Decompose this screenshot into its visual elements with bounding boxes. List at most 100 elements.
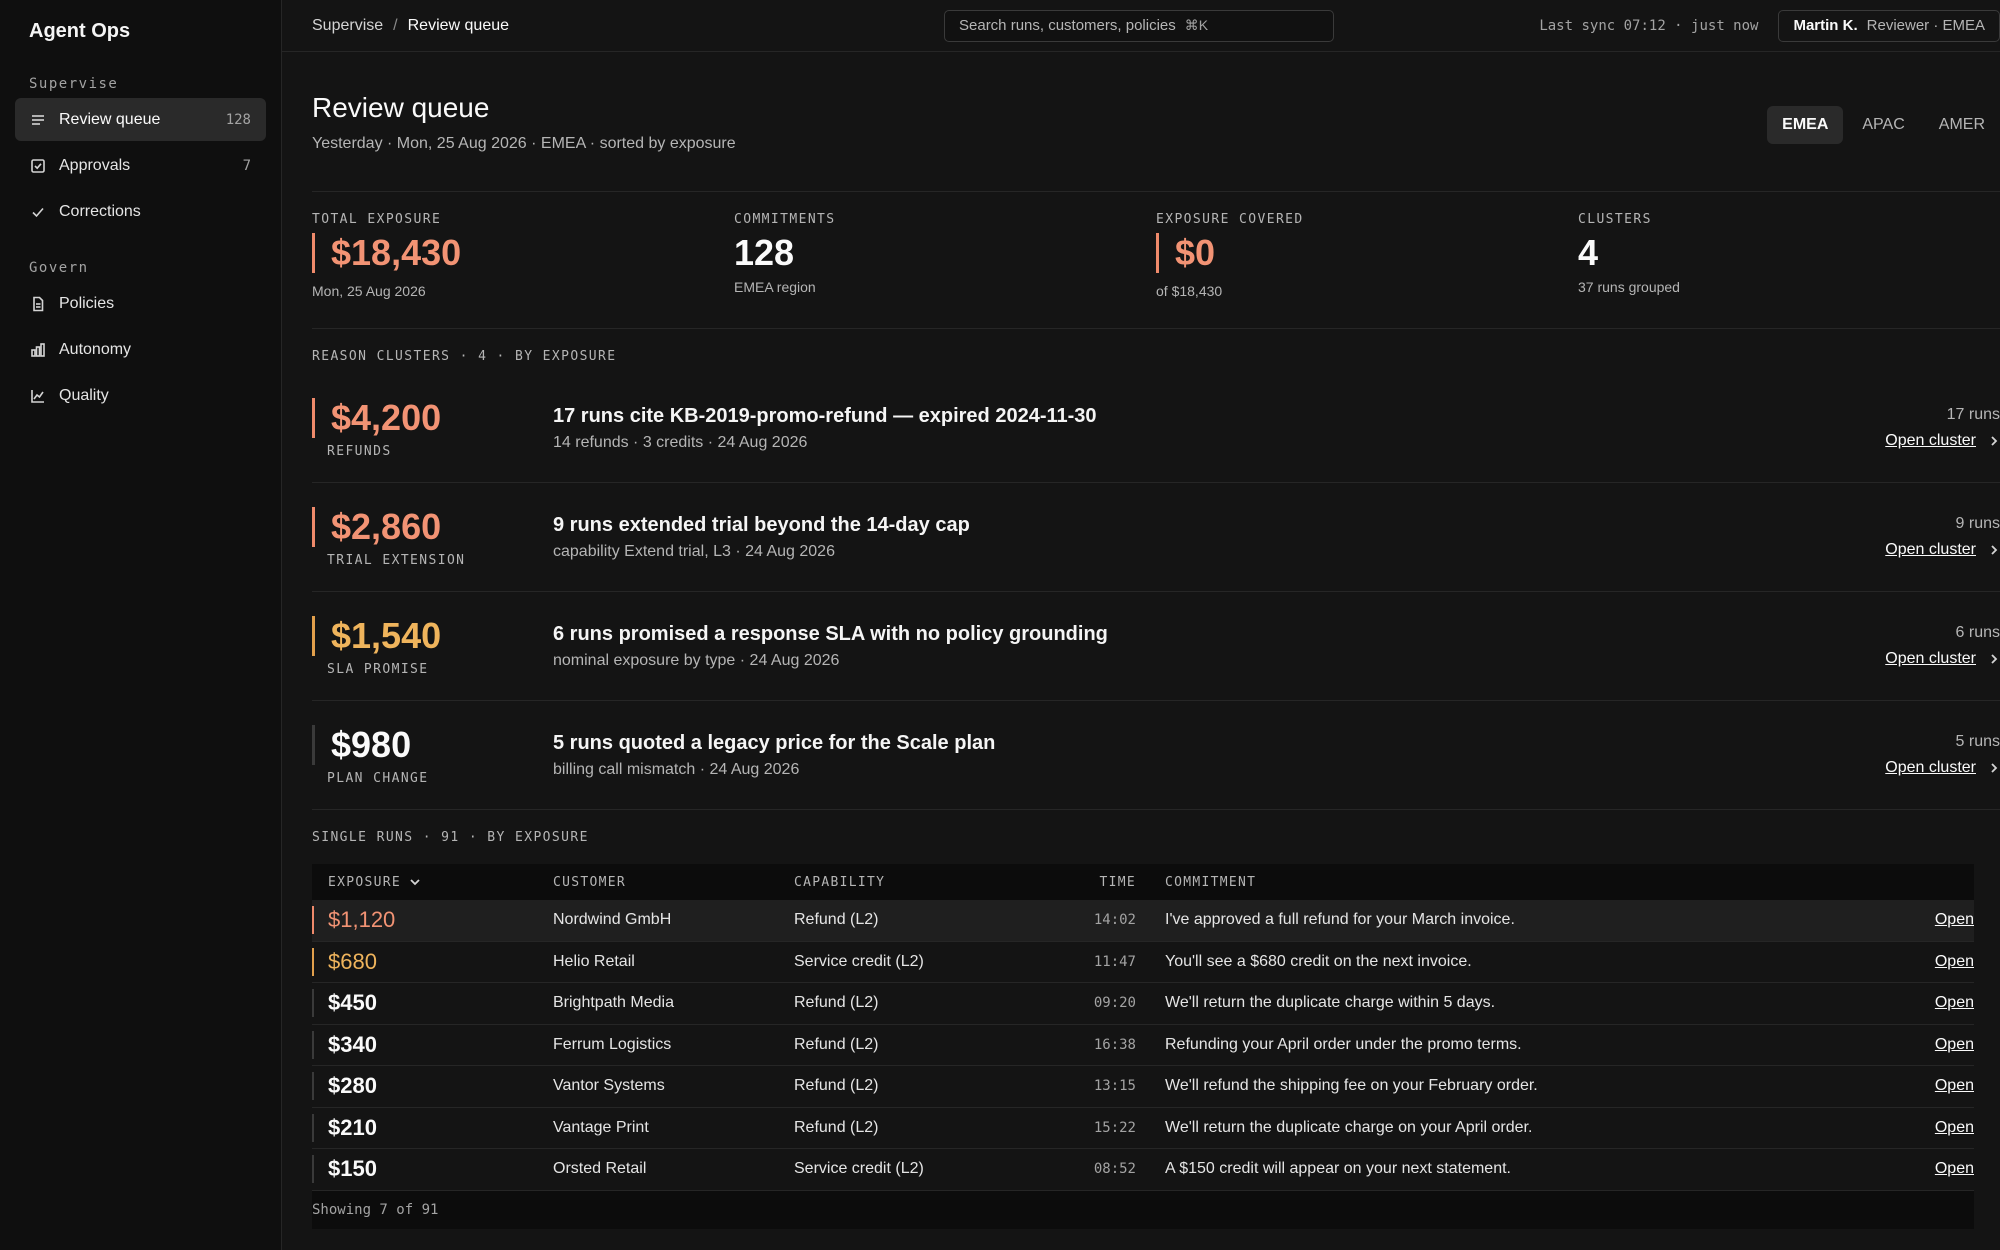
chevron-right-icon	[1991, 763, 1998, 773]
single-runs-section-label: SINGLE RUNS · 91 · BY EXPOSURE	[312, 830, 589, 845]
row-time: 16:38	[1093, 1036, 1136, 1053]
sidebar-item-autonomy[interactable]: Autonomy	[15, 328, 266, 371]
cluster-title: 5 runs quoted a legacy price for the Sca…	[553, 731, 996, 754]
open-cluster-link[interactable]: Open cluster	[1885, 650, 2000, 668]
breadcrumb: Supervise / Review queue	[312, 17, 944, 35]
row-capability: Refund (L2)	[794, 1118, 879, 1136]
open-cluster-link[interactable]: Open cluster	[1885, 759, 2000, 777]
row-customer: Helio Retail	[553, 952, 635, 970]
cluster-tag: REFUNDS	[327, 443, 392, 459]
table-row[interactable]: $150 Orsted Retail Service credit (L2) 0…	[312, 1149, 1974, 1191]
open-run-link[interactable]: Open	[1934, 1160, 1974, 1178]
user-menu[interactable]: Martin K. Reviewer · EMEA	[1778, 9, 2000, 42]
table-row[interactable]: $340 Ferrum Logistics Refund (L2) 16:38 …	[312, 1025, 1974, 1066]
row-time: 11:47	[1093, 953, 1136, 970]
cluster-amount: $980	[312, 724, 553, 765]
row-commitment: We'll refund the shipping fee on your Fe…	[1165, 1077, 1538, 1095]
cluster-tag: PLAN CHANGE	[327, 770, 429, 786]
cluster-row: $2,860 TRIAL EXTENSION 9 runs extended t…	[312, 483, 2000, 592]
chevron-right-icon	[1991, 654, 1998, 664]
open-cluster-link[interactable]: Open cluster	[1885, 432, 2000, 450]
bar-chart-icon	[30, 342, 46, 358]
row-commitment: We'll return the duplicate charge within…	[1165, 994, 1496, 1012]
row-commitment: I've approved a full refund for your Mar…	[1165, 911, 1515, 929]
open-cluster-label: Open cluster	[1885, 759, 1976, 776]
topbar: Supervise / Review queue Search runs, cu…	[282, 0, 2000, 52]
sidebar-item-approvals[interactable]: Approvals 7	[15, 144, 266, 187]
row-customer: Ferrum Logistics	[553, 1035, 672, 1053]
sidebar-item-corrections[interactable]: Corrections	[15, 190, 266, 233]
cluster-row: $4,200 REFUNDS 17 runs cite KB-2019-prom…	[312, 374, 2000, 483]
open-cluster-link[interactable]: Open cluster	[1885, 541, 2000, 559]
table-row[interactable]: $280 Vantor Systems Refund (L2) 13:15 We…	[312, 1066, 1974, 1108]
stat-label: EXPOSURE COVERED	[1156, 212, 1304, 227]
open-run-link[interactable]: Open	[1934, 911, 1974, 929]
row-commitment: Refunding your April order under the pro…	[1165, 1035, 1522, 1053]
sidebar-item-quality[interactable]: Quality	[15, 374, 266, 417]
row-capability: Refund (L2)	[794, 1077, 879, 1095]
column-header-commitment: COMMITMENT	[1165, 874, 1257, 890]
row-time: 14:02	[1093, 912, 1136, 929]
stat-total-exposure: TOTAL EXPOSURE $18,430 Mon, 25 Aug 2026	[312, 192, 734, 328]
column-header-capability: CAPABILITY	[794, 874, 886, 890]
column-header-customer: CUSTOMER	[553, 874, 627, 890]
open-run-link[interactable]: Open	[1934, 1118, 1974, 1136]
sidebar-item-label: Review queue	[59, 110, 161, 128]
cluster-meta: 14 refunds · 3 credits · 24 Aug 2026	[553, 433, 808, 451]
search-shortcut: ⌘K	[1184, 17, 1209, 33]
row-customer: Vantage Print	[553, 1118, 649, 1136]
open-run-link[interactable]: Open	[1934, 1077, 1974, 1095]
user-name: Martin K.	[1793, 17, 1858, 34]
column-header-time: TIME	[1099, 874, 1136, 890]
stat-commitments: COMMITMENTS 128 EMEA region	[734, 192, 1156, 328]
list-icon	[30, 112, 46, 128]
page-header: Review queue Yesterday · Mon, 25 Aug 202…	[312, 52, 2000, 191]
row-time: 09:20	[1093, 995, 1136, 1012]
search-placeholder: Search runs, customers, policies	[959, 17, 1176, 34]
sidebar-item-policies[interactable]: Policies	[15, 282, 266, 325]
line-chart-icon	[30, 388, 46, 404]
sidebar-item-label: Quality	[59, 386, 109, 404]
open-cluster-label: Open cluster	[1885, 432, 1976, 449]
cluster-amount: $2,860	[312, 506, 553, 547]
stat-label: COMMITMENTS	[734, 212, 836, 227]
sidebar-item-review-queue[interactable]: Review queue 128	[15, 98, 266, 141]
sidebar-item-count: 7	[242, 157, 251, 174]
tab-emea[interactable]: EMEA	[1767, 106, 1844, 144]
row-time: 08:52	[1093, 1161, 1136, 1178]
open-run-link[interactable]: Open	[1934, 1035, 1974, 1053]
cluster-title: 6 runs promised a response SLA with no p…	[553, 622, 1108, 645]
cluster-meta: nominal exposure by type · 24 Aug 2026	[553, 651, 840, 669]
nav-section-govern: Govern	[29, 260, 89, 276]
breadcrumb-supervise[interactable]: Supervise	[312, 16, 384, 34]
table-row[interactable]: $680 Helio Retail Service credit (L2) 11…	[312, 942, 1974, 983]
last-sync-status: Last sync 07:12 · just now	[1539, 17, 1759, 34]
table-row[interactable]: $1,120 Nordwind GmbH Refund (L2) 14:02 I…	[312, 900, 1974, 942]
column-header-exposure: EXPOSURE	[328, 874, 402, 890]
row-exposure: $280	[312, 1072, 377, 1101]
row-customer: Orsted Retail	[553, 1160, 647, 1178]
table-row[interactable]: $210 Vantage Print Refund (L2) 15:22 We'…	[312, 1108, 1974, 1149]
cluster-run-count: 6 runs	[1955, 624, 2000, 641]
table-header: EXPOSURE CUSTOMER CAPABILITY TIME COMMIT…	[312, 864, 1974, 900]
chevron-down-icon	[410, 879, 420, 886]
row-exposure: $1,120	[312, 906, 395, 935]
row-exposure: $680	[312, 947, 377, 976]
cluster-amount: $4,200	[312, 397, 553, 438]
tab-apac[interactable]: APAC	[1862, 116, 1905, 133]
open-run-link[interactable]: Open	[1934, 994, 1974, 1012]
cluster-run-count: 17 runs	[1946, 406, 2000, 423]
tab-amer[interactable]: AMER	[1938, 116, 1985, 133]
row-exposure: $450	[312, 989, 377, 1018]
table-row[interactable]: $450 Brightpath Media Refund (L2) 09:20 …	[312, 983, 1974, 1025]
open-run-link[interactable]: Open	[1934, 952, 1974, 970]
row-capability: Refund (L2)	[794, 994, 879, 1012]
sidebar-item-label: Policies	[59, 294, 115, 312]
sort-exposure-header[interactable]: EXPOSURE	[328, 875, 421, 890]
row-time: 15:22	[1093, 1119, 1136, 1136]
cluster-tag: TRIAL EXTENSION	[327, 552, 466, 568]
stat-label: CLUSTERS	[1578, 212, 1652, 227]
stat-label: TOTAL EXPOSURE	[312, 212, 442, 227]
search-input[interactable]: Search runs, customers, policies ⌘K	[944, 9, 1334, 42]
stat-note: Mon, 25 Aug 2026	[312, 283, 426, 299]
